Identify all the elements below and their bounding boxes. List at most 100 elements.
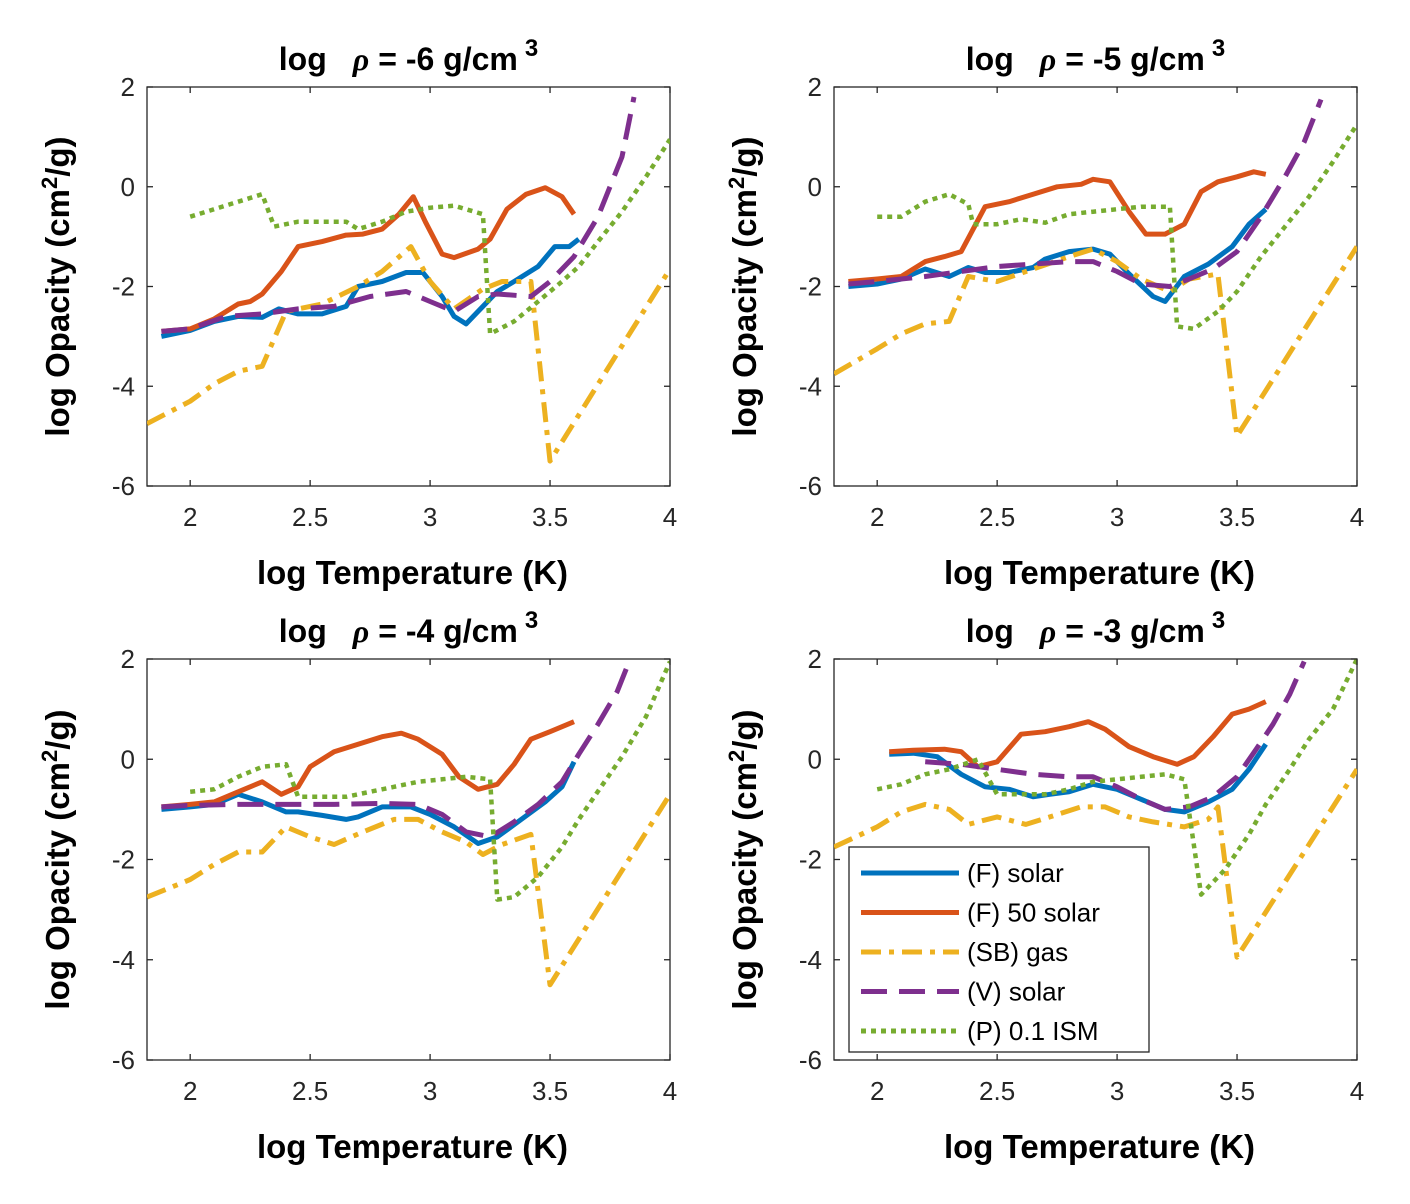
x-axis-label: log Temperature (K) — [944, 1128, 1255, 1165]
y-tick-label: -4 — [799, 371, 822, 401]
y-tick-label: -6 — [112, 471, 135, 501]
x-axis-label: log Temperature (K) — [257, 1128, 568, 1165]
title-suffix: = -4 g/cm — [378, 613, 518, 649]
series-line-f-solar — [160, 237, 581, 339]
series-line-p-0-1-ism — [876, 659, 1357, 897]
panel-title: log ρ = -5 g/cm 3 — [966, 35, 1225, 77]
series-group — [834, 98, 1357, 439]
series-group — [147, 660, 670, 988]
y-axis-label-sup: 2 — [37, 750, 62, 762]
x-tick-label: 2 — [183, 502, 197, 532]
x-tick-label: 4 — [663, 502, 677, 532]
y-tick-label: 0 — [121, 744, 135, 774]
y-axis-label-end: /g) — [726, 136, 763, 176]
series-line-sb-gas — [834, 767, 1357, 960]
y-tick-label: 2 — [121, 72, 135, 102]
y-tick-label: -2 — [799, 845, 822, 875]
legend-label-v-solar: (V) solar — [967, 977, 1066, 1007]
series-line-f-solar — [889, 742, 1268, 815]
x-tick-label: 2.5 — [292, 502, 328, 532]
x-axis-label: log Temperature (K) — [944, 554, 1255, 591]
series-line-f-50-solar — [848, 169, 1267, 284]
series-line-v-solar — [848, 98, 1324, 289]
y-tick-label: 0 — [121, 172, 135, 202]
title-symbol: ρ — [1039, 613, 1056, 649]
y-axis-label-sup: 2 — [37, 177, 62, 189]
y-axis-label-main: log Opacity (cm — [39, 762, 76, 1010]
series-group — [834, 659, 1357, 960]
y-tick-label: -2 — [799, 272, 822, 302]
y-tick-label: -6 — [799, 471, 822, 501]
series-line-p-0-1-ism — [877, 123, 1357, 332]
series-line-sb-gas — [147, 244, 670, 464]
legend: (F) solar (F) 50 solar (SB) gas (V) solar (P… — [848, 846, 1150, 1053]
x-tick-label: 4 — [1350, 502, 1364, 532]
title-superscript: 3 — [1212, 35, 1225, 62]
plot-area — [146, 86, 671, 487]
y-tick-label: 0 — [808, 172, 822, 202]
series-line-v-solar — [925, 660, 1307, 812]
title-prefix: log — [279, 41, 327, 77]
legend-label-sb-gas: (SB) gas — [967, 937, 1068, 967]
panel-title: log ρ = -6 g/cm 3 — [279, 35, 538, 77]
x-tick-label: 4 — [663, 1076, 677, 1106]
y-tick-label: -2 — [112, 845, 135, 875]
y-tick-label: -6 — [112, 1045, 135, 1075]
y-tick-label: 2 — [121, 644, 135, 674]
title-symbol: ρ — [352, 613, 369, 649]
title-prefix: log — [966, 613, 1014, 649]
x-tick-label: 2 — [870, 1076, 884, 1106]
panel-rho-minus-5: 2 2.5 3 3.5 4 -6 -4 -2 0 2 log Temperature (K) log … — [724, 35, 1364, 591]
x-tick-label: 3 — [423, 1076, 437, 1106]
y-axis-label-end: /g) — [39, 709, 76, 749]
plot-area — [833, 86, 1358, 487]
x-tick-label: 2 — [870, 502, 884, 532]
legend-label-f-50-solar: (F) 50 solar — [967, 898, 1100, 928]
x-tick-label: 2 — [183, 1076, 197, 1106]
y-tick-label: -4 — [799, 945, 822, 975]
series-line-f-50-solar — [161, 719, 575, 810]
legend-box — [848, 846, 1150, 1053]
y-axis-label: log Opacity (cm2/g) — [724, 709, 763, 1009]
y-axis-label-sup: 2 — [724, 177, 749, 189]
series-line-p-0-1-ism — [189, 660, 670, 902]
x-tick-label: 2.5 — [979, 1076, 1015, 1106]
x-tick-label: 3.5 — [1219, 1076, 1255, 1106]
y-tick-label: 0 — [808, 744, 822, 774]
x-tick-label: 3 — [1110, 1076, 1124, 1106]
series-line-v-solar — [161, 96, 637, 334]
y-axis-label-main: log Opacity (cm — [39, 189, 76, 437]
x-tick-label: 2.5 — [979, 502, 1015, 532]
y-axis-label: log Opacity (cm2/g) — [724, 136, 763, 436]
y-axis-label-main: log Opacity (cm — [726, 762, 763, 1010]
panel-rho-minus-6: 2 2.5 3 3.5 4 -6 -4 -2 0 2 log Temperature (K) log … — [37, 35, 677, 591]
series-line-f-50-solar — [161, 185, 577, 334]
y-axis-label-end: /g) — [39, 136, 76, 176]
y-axis-label: log Opacity (cm2/g) — [37, 709, 76, 1009]
y-tick-label: -6 — [799, 1045, 822, 1075]
title-symbol: ρ — [352, 41, 369, 77]
y-axis-label: log Opacity (cm2/g) — [37, 136, 76, 436]
title-suffix: = -5 g/cm — [1065, 41, 1205, 77]
x-tick-label: 3.5 — [532, 502, 568, 532]
series-line-p-0-1-ism — [189, 138, 670, 337]
panel-title: log ρ = -3 g/cm 3 — [966, 607, 1225, 649]
legend-label-p-0-1-ism: (P) 0.1 ISM — [967, 1016, 1098, 1046]
y-axis-label-end: /g) — [726, 709, 763, 749]
title-prefix: log — [966, 41, 1014, 77]
y-tick-label: -2 — [112, 272, 135, 302]
y-axis-label-main: log Opacity (cm — [726, 189, 763, 437]
title-suffix: = -6 g/cm — [378, 41, 518, 77]
x-tick-label: 2.5 — [292, 1076, 328, 1106]
title-superscript: 3 — [525, 607, 538, 634]
x-axis-label: log Temperature (K) — [257, 554, 568, 591]
title-superscript: 3 — [525, 35, 538, 62]
legend-label-f-solar: (F) solar — [967, 858, 1064, 888]
series-line-f-solar — [848, 207, 1268, 304]
x-tick-label: 4 — [1350, 1076, 1364, 1106]
x-tick-label: 3 — [1110, 502, 1124, 532]
panel-rho-minus-4: 2 2.5 3 3.5 4 -6 -4 -2 0 2 log Temperature (K) log … — [37, 607, 677, 1165]
x-tick-label: 3.5 — [532, 1076, 568, 1106]
series-line-sb-gas — [147, 792, 670, 988]
